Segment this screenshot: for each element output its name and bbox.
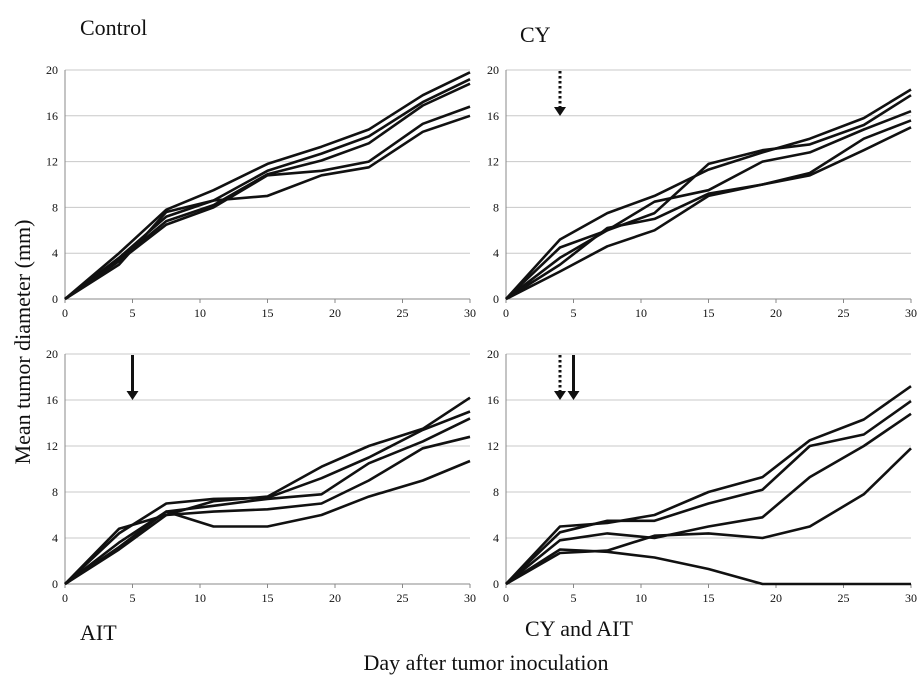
x-tick-label: 30 xyxy=(905,591,917,605)
x-tick-label: 5 xyxy=(130,591,136,605)
y-tick-label: 0 xyxy=(52,292,58,306)
y-tick-label: 4 xyxy=(493,531,499,545)
panel-title: CY xyxy=(520,22,551,47)
ait-arrow-solid xyxy=(567,355,580,400)
x-tick-label: 5 xyxy=(571,591,577,605)
x-tick-label: 30 xyxy=(464,306,476,320)
x-tick-label: 0 xyxy=(62,306,68,320)
x-tick-label: 20 xyxy=(329,591,341,605)
x-tick-label: 25 xyxy=(397,591,409,605)
x-tick-label: 25 xyxy=(838,306,850,320)
y-tick-label: 8 xyxy=(493,485,499,499)
series-line-1 xyxy=(505,88,912,300)
y-tick-label: 8 xyxy=(52,485,58,499)
x-tick-label: 15 xyxy=(703,306,715,320)
x-tick-label: 5 xyxy=(130,306,136,320)
y-tick-label: 0 xyxy=(493,292,499,306)
x-tick-label: 0 xyxy=(62,591,68,605)
y-tick-label: 16 xyxy=(46,109,58,123)
panel-title: Control xyxy=(80,15,147,40)
series-line-4 xyxy=(505,447,912,586)
series-line-1 xyxy=(64,71,471,300)
y-tick-label: 20 xyxy=(46,347,58,361)
series-line-5 xyxy=(64,114,471,301)
x-tick-label: 30 xyxy=(905,306,917,320)
y-tick-label: 4 xyxy=(52,246,58,260)
series-line-2 xyxy=(505,400,912,585)
panel-title: AIT xyxy=(80,620,117,645)
y-axis-title: Mean tumor diameter (mm) xyxy=(10,220,35,465)
series-line-1 xyxy=(505,385,912,585)
series-line-3 xyxy=(505,412,912,586)
series-line-5 xyxy=(505,126,912,301)
series-line-1 xyxy=(64,396,471,585)
x-tick-label: 15 xyxy=(703,591,715,605)
x-axis-title: Day after tumor inoculation xyxy=(364,650,609,675)
x-tick-label: 20 xyxy=(770,306,782,320)
y-tick-label: 4 xyxy=(493,246,499,260)
series-line-4 xyxy=(505,119,912,301)
x-tick-label: 5 xyxy=(571,306,577,320)
series-line-5 xyxy=(64,459,471,586)
series-line-2 xyxy=(64,78,471,301)
panel-3: AIT 0 4 8 12 16 20 0 5 10 15 20 25 30 xyxy=(46,347,476,645)
y-tick-label: 12 xyxy=(487,439,499,453)
panel-1: Control 0 4 8 12 16 20 0 5 10 15 20 25 30 xyxy=(46,15,476,320)
x-tick-label: 0 xyxy=(503,306,509,320)
cy-arrow-dotted xyxy=(554,355,566,400)
y-tick-label: 12 xyxy=(46,155,58,169)
y-tick-label: 16 xyxy=(46,393,58,407)
x-tick-label: 10 xyxy=(635,306,647,320)
series-line-4 xyxy=(64,435,471,586)
cy-arrow-dotted xyxy=(554,71,566,116)
panel-2: CY 0 4 8 12 16 20 0 5 10 15 20 25 30 xyxy=(487,22,917,320)
x-tick-label: 10 xyxy=(194,306,206,320)
series-line-3 xyxy=(64,417,471,586)
y-tick-label: 0 xyxy=(52,577,58,591)
y-tick-label: 8 xyxy=(493,200,499,214)
series-line-5 xyxy=(505,548,911,586)
x-tick-label: 15 xyxy=(262,306,274,320)
y-tick-label: 12 xyxy=(487,155,499,169)
x-tick-label: 20 xyxy=(770,591,782,605)
x-tick-label: 20 xyxy=(329,306,341,320)
y-tick-label: 20 xyxy=(487,347,499,361)
x-tick-label: 15 xyxy=(262,591,274,605)
x-tick-label: 0 xyxy=(503,591,509,605)
ait-arrow-solid xyxy=(126,355,139,400)
y-tick-label: 8 xyxy=(52,200,58,214)
y-tick-label: 20 xyxy=(487,63,499,77)
series-line-2 xyxy=(505,94,912,300)
x-tick-label: 25 xyxy=(838,591,850,605)
y-tick-label: 12 xyxy=(46,439,58,453)
y-tick-label: 16 xyxy=(487,393,499,407)
series-line-3 xyxy=(505,109,912,301)
y-tick-label: 16 xyxy=(487,109,499,123)
panel-title: CY and AIT xyxy=(525,616,634,641)
y-tick-label: 0 xyxy=(493,577,499,591)
x-tick-label: 10 xyxy=(635,591,647,605)
x-tick-label: 30 xyxy=(464,591,476,605)
panel-4: CY and AIT 0 4 8 12 16 20 0 5 10 15 20 25 30 xyxy=(487,347,917,641)
series-line-4 xyxy=(64,105,471,301)
y-tick-label: 20 xyxy=(46,63,58,77)
x-tick-label: 10 xyxy=(194,591,206,605)
x-tick-label: 25 xyxy=(397,306,409,320)
y-tick-label: 4 xyxy=(52,531,58,545)
